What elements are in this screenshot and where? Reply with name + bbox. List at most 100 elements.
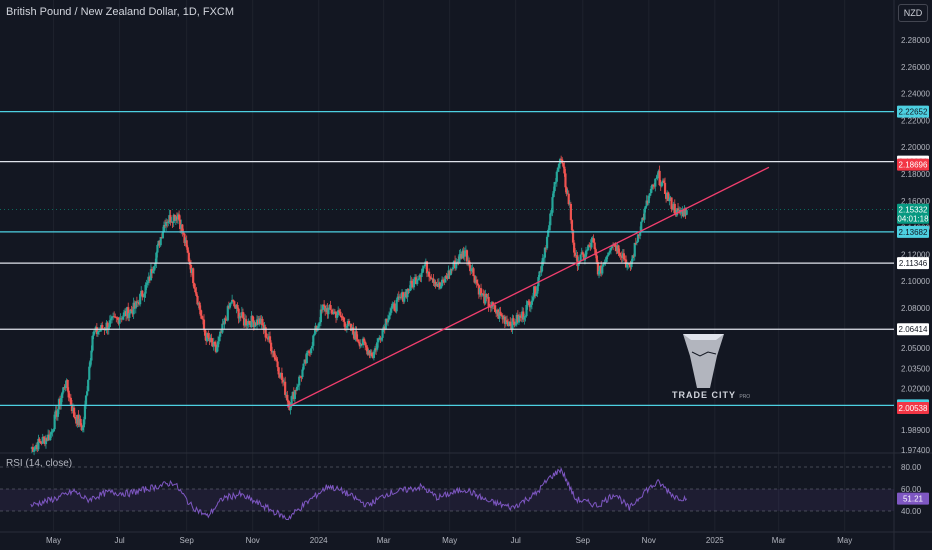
candle-body xyxy=(261,318,264,326)
candle-body xyxy=(250,315,253,328)
candle-body xyxy=(557,163,561,168)
candle-body xyxy=(198,302,201,310)
candle-body xyxy=(350,323,353,331)
candle-body xyxy=(128,313,131,318)
logo-top xyxy=(683,334,724,340)
candle-body xyxy=(277,367,280,375)
candle-body xyxy=(290,396,293,407)
candle-body xyxy=(67,390,70,398)
candle-body xyxy=(473,276,476,283)
candle-body xyxy=(449,268,452,276)
candle-body xyxy=(165,222,168,227)
candle-body xyxy=(410,280,413,284)
candle-body xyxy=(145,282,148,285)
candle-body xyxy=(380,337,383,340)
candle-body xyxy=(107,326,110,330)
candle-body xyxy=(636,234,640,242)
candle-body xyxy=(576,255,579,267)
candle-body xyxy=(343,321,346,327)
candle-body xyxy=(143,293,146,298)
candle-body xyxy=(605,256,608,262)
candle-body xyxy=(232,299,235,302)
y-tick-label: 2.16000 xyxy=(901,197,930,206)
candle-body xyxy=(34,446,37,450)
candle-body xyxy=(545,236,549,249)
candle-body xyxy=(484,293,487,304)
candle-body xyxy=(101,325,104,330)
candle-body xyxy=(357,341,360,343)
x-tick-label: 2024 xyxy=(310,536,328,545)
candle-body xyxy=(381,329,384,338)
candle-body xyxy=(251,315,254,322)
candle-body xyxy=(200,315,203,319)
y-tick-label: 2.12000 xyxy=(901,250,930,259)
candle-body xyxy=(238,316,241,319)
candle-body xyxy=(673,203,676,214)
candle-body xyxy=(352,327,355,334)
bar-countdown-label: 04:01:18 xyxy=(897,215,929,224)
candle-body xyxy=(595,255,598,263)
candle-body xyxy=(650,184,654,189)
candle-body xyxy=(32,449,36,452)
candle-body xyxy=(570,220,574,231)
candle-body xyxy=(417,279,420,281)
candle-body xyxy=(577,261,580,267)
candle-body xyxy=(499,311,502,316)
last-price-tag-bg xyxy=(897,203,929,224)
candle-body xyxy=(428,271,431,277)
candle-body xyxy=(265,337,268,339)
candle-body xyxy=(53,414,56,430)
brand-logo-text: TRADE CITY PRO xyxy=(672,390,750,400)
candle-body xyxy=(386,319,390,323)
candle-body xyxy=(560,159,563,160)
candle-body xyxy=(639,231,642,236)
y-tick-label: 2.18000 xyxy=(901,170,930,179)
candle-body xyxy=(110,316,114,319)
candle-body xyxy=(565,187,568,194)
candle-body xyxy=(89,360,92,367)
candle-body xyxy=(409,280,412,291)
candle-body xyxy=(522,311,525,320)
candle-body xyxy=(648,193,651,196)
candle-body xyxy=(135,301,138,303)
candle-body xyxy=(318,322,321,324)
candle-body xyxy=(56,409,59,417)
candle-body xyxy=(536,286,539,294)
candle-body xyxy=(210,337,213,343)
candle-body xyxy=(630,261,633,268)
price-tag-bg xyxy=(897,158,929,171)
currency-button[interactable]: NZD xyxy=(898,4,928,22)
candle-body xyxy=(505,320,509,322)
y-tick-label: 1.98900 xyxy=(901,426,930,435)
candle-body xyxy=(588,245,591,247)
candle-body xyxy=(82,419,85,428)
candle-body xyxy=(98,330,102,332)
candle-body xyxy=(538,271,541,278)
candle-body xyxy=(498,311,501,319)
candle-body xyxy=(377,338,380,343)
price-tag-bg xyxy=(897,401,929,414)
candle-body xyxy=(579,254,582,262)
candle-body xyxy=(470,268,473,272)
candle-body xyxy=(337,310,340,316)
candle-body xyxy=(248,321,251,324)
level-tag-label: 2.06414 xyxy=(899,325,928,334)
candle-body xyxy=(311,345,314,349)
candle-body xyxy=(39,441,42,444)
candle-body xyxy=(149,269,153,281)
x-tick-label: Nov xyxy=(642,536,656,545)
candle-body xyxy=(118,319,121,324)
candle-body xyxy=(641,217,644,222)
candle-body xyxy=(345,326,348,328)
candle-body xyxy=(273,351,276,358)
candle-body xyxy=(74,416,77,419)
candle-body xyxy=(643,208,646,220)
candle-body xyxy=(590,239,593,248)
candle-body xyxy=(356,339,359,342)
candle-body xyxy=(660,182,663,187)
candle-body xyxy=(587,245,590,251)
candle-body xyxy=(384,318,387,330)
candle-body xyxy=(662,180,666,183)
candle-body xyxy=(245,319,248,326)
